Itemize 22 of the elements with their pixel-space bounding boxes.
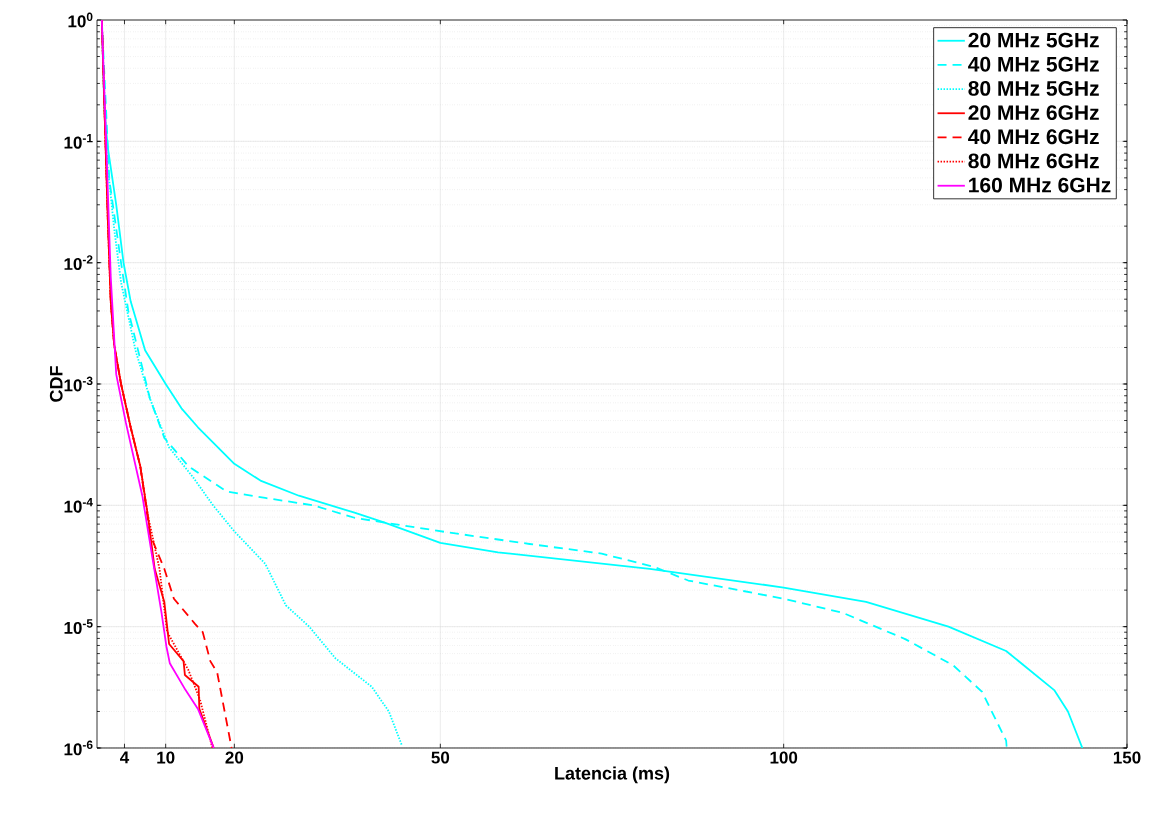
y-tick-label: 10$^{-1}$ — [64, 134, 93, 149]
x-axis-title: Latencia (ms) — [555, 766, 670, 784]
legend-label: 20 MHz 5GHz — [968, 32, 1099, 48]
legend-label: 40 MHz 6GHz — [968, 129, 1099, 145]
y-axis-title: CDF — [49, 366, 63, 402]
y-tick-label: 10$^{-3}$ — [64, 376, 93, 392]
y-tick-label: 10$^{-2}$ — [64, 255, 93, 271]
legend-label: 20 MHz 6GHz — [968, 105, 1099, 121]
y-tick-label: 10$^{-6}$ — [64, 740, 93, 756]
legend-label: 40 MHz 5GHz — [968, 56, 1099, 72]
y-tick-label: 10$^{-5}$ — [64, 619, 93, 634]
y-tick-label: 10$^{-4}$ — [64, 498, 93, 513]
y-tick-label: 10$^{0}$ — [68, 12, 93, 28]
x-tick-label: 10 — [157, 751, 175, 764]
legend-label: 160 MHz 6GHz — [969, 177, 1111, 193]
x-tick-label: 150 — [1113, 751, 1141, 764]
x-tick-label: 100 — [770, 751, 798, 764]
x-tick-label: 4 — [120, 751, 130, 764]
legend-label: 80 MHz 5GHz — [968, 81, 1099, 96]
x-tick-label: 50 — [431, 751, 450, 764]
legend-label: 80 MHz 6GHz — [968, 153, 1099, 169]
x-tick-label: 20 — [225, 751, 244, 764]
